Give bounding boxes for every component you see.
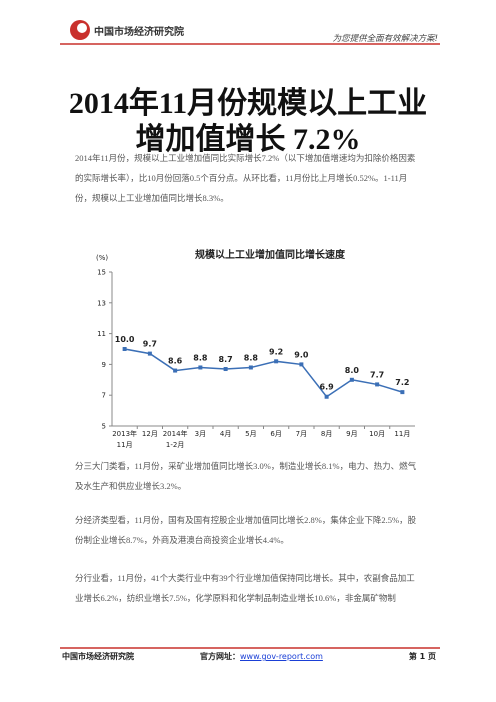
value-label: 7.2 <box>395 378 409 387</box>
value-label: 9.7 <box>143 340 157 349</box>
value-label: 9.0 <box>294 350 309 359</box>
value-label: 9.2 <box>269 347 283 356</box>
x-tick-label: 5月 <box>245 430 257 438</box>
y-tick-label: 7 <box>102 392 106 400</box>
y-tick-label: 11 <box>97 330 106 338</box>
marker <box>324 394 329 399</box>
marker <box>147 351 152 356</box>
x-tick-label: 4月 <box>219 430 232 438</box>
paragraph: 2014年11月份，规模以上工业增加值同比实际增长7.2%（以下增加值增速均为扣… <box>75 153 416 203</box>
marker <box>299 362 304 367</box>
doc-title: 2014年11月份规模以上工业增加值增长 7.2% <box>68 87 428 156</box>
x-tick-label: 2013年 11月 <box>112 430 138 449</box>
footer-page: 第 1 页 <box>408 652 436 661</box>
marker <box>198 365 203 370</box>
paragraph: 分行业看，11月份，41个大类行业中有39个行业增加值保持同比增长。其中，农副食… <box>75 573 415 603</box>
y-tick-label: 9 <box>102 361 106 369</box>
marker <box>375 382 380 387</box>
x-tick-label: 3月 <box>194 430 207 438</box>
marker <box>223 367 228 372</box>
value-label: 8.0 <box>345 366 360 375</box>
value-label: 8.8 <box>244 353 259 362</box>
value-label: 7.7 <box>370 370 384 379</box>
chart-title: 规模以上工业增加值同比增长速度 <box>195 248 346 261</box>
marker <box>173 368 178 373</box>
value-label: 8.7 <box>219 355 233 364</box>
x-tick-label: 6月 <box>270 430 282 438</box>
marker <box>274 359 279 364</box>
value-label: 8.8 <box>193 353 208 362</box>
footer-brand: 中国市场经济研究院 <box>62 652 134 661</box>
footer-link[interactable]: www.gov-report.com <box>240 652 323 661</box>
header-tagline: 为您提供全面有效解决方案! <box>332 34 438 44</box>
marker <box>248 365 253 370</box>
paragraph: 分经济类型看，11月份，国有及国有控股企业增加值同比增长2.8%，集体企业下降2… <box>75 515 417 545</box>
x-tick-label: 11月 <box>394 430 411 438</box>
marker <box>349 377 354 382</box>
y-tick-label: 15 <box>97 269 106 277</box>
line <box>124 348 403 398</box>
value-label: 10.0 <box>115 335 135 344</box>
footer-site-label: 官方网址： <box>200 652 240 661</box>
marker <box>122 347 127 351</box>
value-label: 6.9 <box>320 383 335 392</box>
paragraph: 分三大门类看，11月份，采矿业增加值同比增长3.0%，制造业增长8.1%，电力、… <box>75 461 417 491</box>
y-axis-label: (%) <box>96 254 108 262</box>
value-label: 8.6 <box>168 357 183 366</box>
y-tick-label: 13 <box>97 299 106 307</box>
logo-mark-inner <box>77 23 87 33</box>
x-tick-label: 2014年 1-2月 <box>162 430 188 449</box>
marker <box>400 390 405 395</box>
x-tick-label: 10月 <box>369 430 386 438</box>
header-brand: 中国市场经济研究院 <box>94 27 184 38</box>
footer-site: 官方网址：www.gov-report.com <box>200 651 323 662</box>
x-tick-label: 7月 <box>295 430 308 438</box>
y-tick-label: 5 <box>102 423 106 431</box>
x-tick-label: 8月 <box>320 430 333 438</box>
x-tick-label: 9月 <box>346 430 358 438</box>
x-tick-label: 12月 <box>141 430 158 438</box>
